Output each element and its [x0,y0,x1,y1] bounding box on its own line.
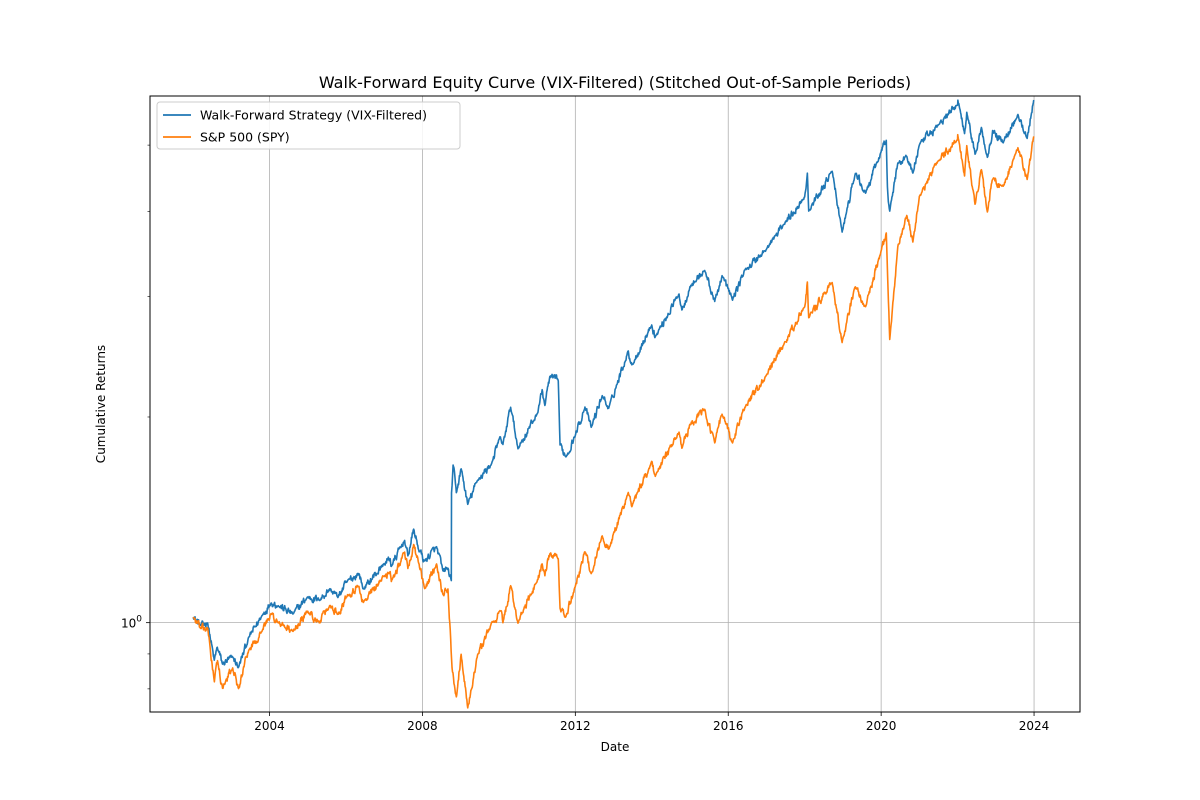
y-tick-label-base: 10 [121,617,136,631]
x-axis: 2004 2008 2012 2016 2020 2024 [254,712,1049,733]
chart-title: Walk-Forward Equity Curve (VIX-Filtered)… [319,73,911,92]
plot-area [150,96,1080,712]
legend: Walk-Forward Strategy (VIX-Filtered) S&P … [156,101,461,150]
series-line-1 [192,133,1035,709]
y-tick-label-exponent: 0 [136,615,142,625]
x-tick-label: 2012 [560,719,591,733]
x-tick-label: 2020 [866,719,897,733]
x-tick-label: 2008 [407,719,438,733]
x-tick-label: 2024 [1019,719,1050,733]
y-tick-label: 100 [121,615,142,631]
x-tick-label: 2004 [254,719,285,733]
plot-frame [149,95,1081,713]
legend-label-1: S&P 500 (SPY) [200,130,290,145]
series-line-0 [192,99,1035,669]
y-axis-label: Cumulative Returns [94,345,108,463]
y-axis: 100 [121,144,150,690]
legend-box [156,101,461,150]
x-tick-label: 2016 [713,719,744,733]
series-layer [192,99,1035,709]
x-axis-label: Date [601,740,630,754]
grid-lines [150,96,1080,712]
legend-label-0: Walk-Forward Strategy (VIX-Filtered) [200,108,427,123]
